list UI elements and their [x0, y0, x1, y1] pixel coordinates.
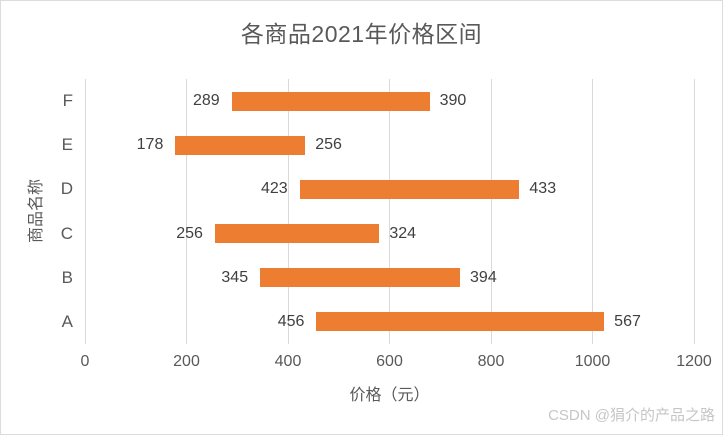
data-label-start-C: 256 [176, 224, 203, 242]
data-label-end-C: 324 [389, 224, 417, 242]
gridline [84, 79, 86, 344]
gridline [592, 79, 593, 344]
category-label-F: F [62, 91, 73, 111]
bar-B [260, 268, 461, 288]
x-tick-label: 0 [80, 353, 90, 370]
bar-C [214, 224, 380, 244]
category-label-A: A [61, 311, 73, 331]
gridline [693, 79, 695, 344]
category-label-C: C [60, 223, 73, 243]
data-label-start-D: 423 [260, 180, 288, 198]
x-tick-label: 1000 [574, 353, 611, 370]
x-tick-label: 600 [376, 353, 403, 370]
gridline [186, 79, 187, 344]
category-axis: F E D C B A [1, 79, 77, 344]
bar-D [299, 179, 520, 199]
data-label-end-B: 394 [470, 268, 497, 286]
category-label-D: D [60, 179, 73, 199]
category-label-E: E [61, 135, 73, 155]
x-tick-label: 1200 [676, 353, 712, 370]
category-label-B: B [61, 267, 73, 287]
data-label-end-D: 433 [529, 180, 557, 198]
gridline [389, 79, 390, 344]
bar-F [231, 91, 430, 111]
x-tick-label: 400 [274, 353, 302, 370]
data-label-end-A: 567 [614, 312, 641, 330]
bar-A [316, 312, 605, 332]
data-label-start-A: 456 [277, 312, 305, 330]
plot-area: 289 390 178 256 423 433 256 324 345 394 456 567 [84, 79, 695, 344]
data-label-end-E: 256 [315, 136, 342, 154]
data-label-end-F: 390 [439, 92, 467, 110]
bar-E [175, 135, 306, 155]
x-tick-label: 800 [477, 353, 505, 370]
data-label-start-B: 345 [221, 268, 249, 286]
x-axis-title: 价格（元） [349, 387, 430, 404]
watermark: CSDN @狷介的产品之路 [548, 407, 715, 424]
gridline [490, 79, 492, 344]
data-label-start-E: 178 [136, 136, 164, 154]
data-label-start-F: 289 [192, 92, 220, 110]
x-axis-ticks: 0 200 400 600 800 1000 1200 [81, 353, 712, 373]
x-tick-label: 200 [173, 353, 200, 370]
gridline [287, 79, 289, 344]
chart-title: 各商品2021年价格区间 [240, 21, 483, 47]
